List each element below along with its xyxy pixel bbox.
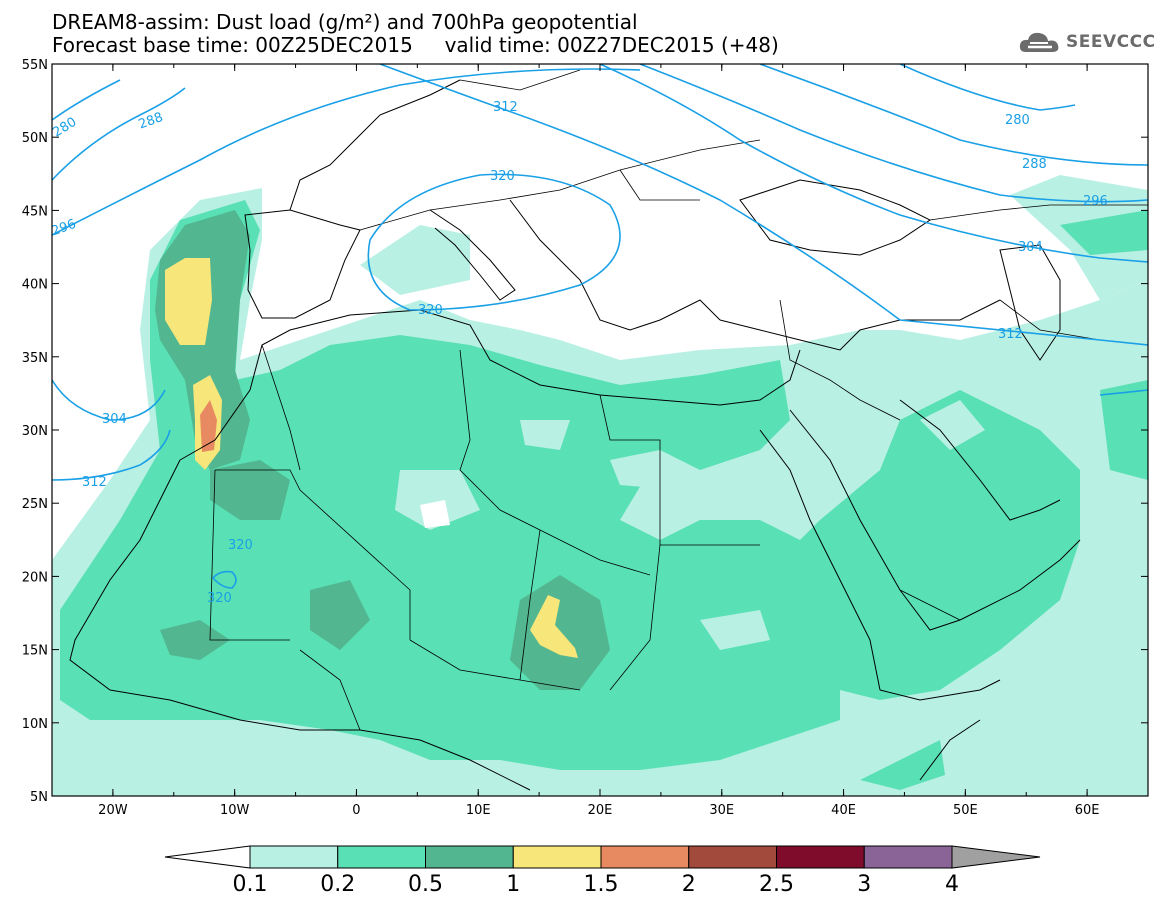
contour-320-small (211, 570, 237, 589)
contour-label: 312 (998, 327, 1023, 342)
colorbar-box (249, 845, 339, 869)
contour-312-east-low (1099, 389, 1148, 396)
contour-312-west (52, 429, 171, 481)
dust-load-colorbar: 0.1 0.2 0.5 1 1.5 2 2.5 3 4 (164, 845, 1041, 897)
country-borders (209, 69, 1148, 731)
colorbar-label: 2.5 (759, 872, 794, 897)
lat-tick-label: 30N (22, 424, 48, 439)
contour-304-east (599, 64, 1148, 263)
contour-label: 296 (1083, 194, 1108, 209)
contour-label: 312 (82, 475, 107, 490)
colorbar-label: 1.5 (584, 872, 619, 897)
colorbar-box (425, 845, 514, 869)
lat-tick-label: 10N (22, 717, 48, 732)
contour-288-west (52, 87, 186, 181)
lat-tick-label: 35N (22, 351, 48, 366)
colorbar-box (863, 845, 953, 869)
contour-304-west (52, 379, 166, 421)
geopotential-contours (52, 64, 1148, 589)
colorbar-box (337, 845, 426, 869)
contour-label: 304 (102, 412, 127, 427)
colorbar-box (776, 845, 865, 869)
contour-280-east (899, 64, 1076, 111)
contour-320 (367, 173, 621, 311)
lat-tick-label: 40N (22, 278, 48, 293)
contour-label: 288 (1022, 157, 1047, 172)
map-title-line-1: DREAM8-assim: Dust load (g/m²) and 700hP… (52, 10, 638, 34)
lat-tick-label: 15N (22, 644, 48, 659)
lon-tick-label: 30E (709, 803, 734, 818)
lon-tick-label: 10W (220, 803, 250, 818)
lat-tick-label: 55N (22, 58, 48, 73)
contour-label: 320 (490, 169, 515, 184)
contour-label: 312 (493, 100, 518, 115)
lat-tick-label: 50N (22, 131, 48, 146)
colorbar-label: 2 (682, 872, 696, 897)
lat-tick-label: 25N (22, 497, 48, 512)
colorbar-box (688, 845, 777, 869)
colorbar-label: 0.2 (320, 872, 355, 897)
colorbar-box (600, 845, 690, 869)
map-title-line-2: Forecast base time: 00Z25DEC2015 valid t… (52, 33, 779, 57)
colorbar-label: 0.5 (408, 872, 443, 897)
colorbar-low-arrow (164, 845, 251, 869)
lat-tick-label: 20N (22, 570, 48, 585)
lon-tick-label: 60E (1075, 803, 1100, 818)
lon-tick-label: 20E (588, 803, 613, 818)
lon-tick-label: 20W (98, 803, 128, 818)
contour-296-west (52, 68, 641, 236)
dust-holes (395, 400, 985, 650)
seevccc-logo: SEEVCCC (1018, 24, 1156, 60)
colorbar-label: 3 (857, 872, 871, 897)
contour-labels: 280 288 296 304 312 320 312 280 288 296 … (52, 100, 1108, 606)
contour-label: 280 (1005, 113, 1030, 128)
logo-text: SEEVCCC (1066, 32, 1156, 52)
contour-288-east (759, 64, 1148, 166)
lon-tick-label: 50E (953, 803, 978, 818)
lat-tick-label: 45N (22, 204, 48, 219)
lon-tick-label: 10E (466, 803, 491, 818)
contour-296-east (639, 64, 1148, 203)
dust-fill-1.5 (200, 400, 217, 452)
dust-fill-1 (165, 258, 578, 658)
lat-tick-label: 5N (30, 790, 48, 805)
lon-tick-label: 0 (352, 803, 360, 818)
colorbar-label: 0.1 (233, 872, 268, 897)
latitude-axis: 55N 50N 45N 40N 35N 30N 25N 20N 15N 10N 5N (22, 58, 1148, 805)
longitude-axis: 20W 10W 0 10E 20E 30E 40E 50E 60E (51, 64, 1149, 818)
contour-312 (379, 64, 1148, 346)
lon-tick-label: 40E (831, 803, 856, 818)
coastlines (69, 79, 1081, 791)
contour-label: 320 (207, 591, 232, 606)
contour-label: 320 (228, 538, 253, 553)
contour-label: 304 (1018, 240, 1043, 255)
contour-label: 320 (418, 303, 443, 318)
contour-280-west (52, 79, 121, 121)
colorbar-label: 4 (945, 872, 959, 897)
colorbar-label: 1 (506, 872, 520, 897)
colorbar-high-arrow (951, 845, 1041, 869)
cloud-icon (1019, 32, 1059, 52)
colorbar-box (512, 845, 602, 869)
